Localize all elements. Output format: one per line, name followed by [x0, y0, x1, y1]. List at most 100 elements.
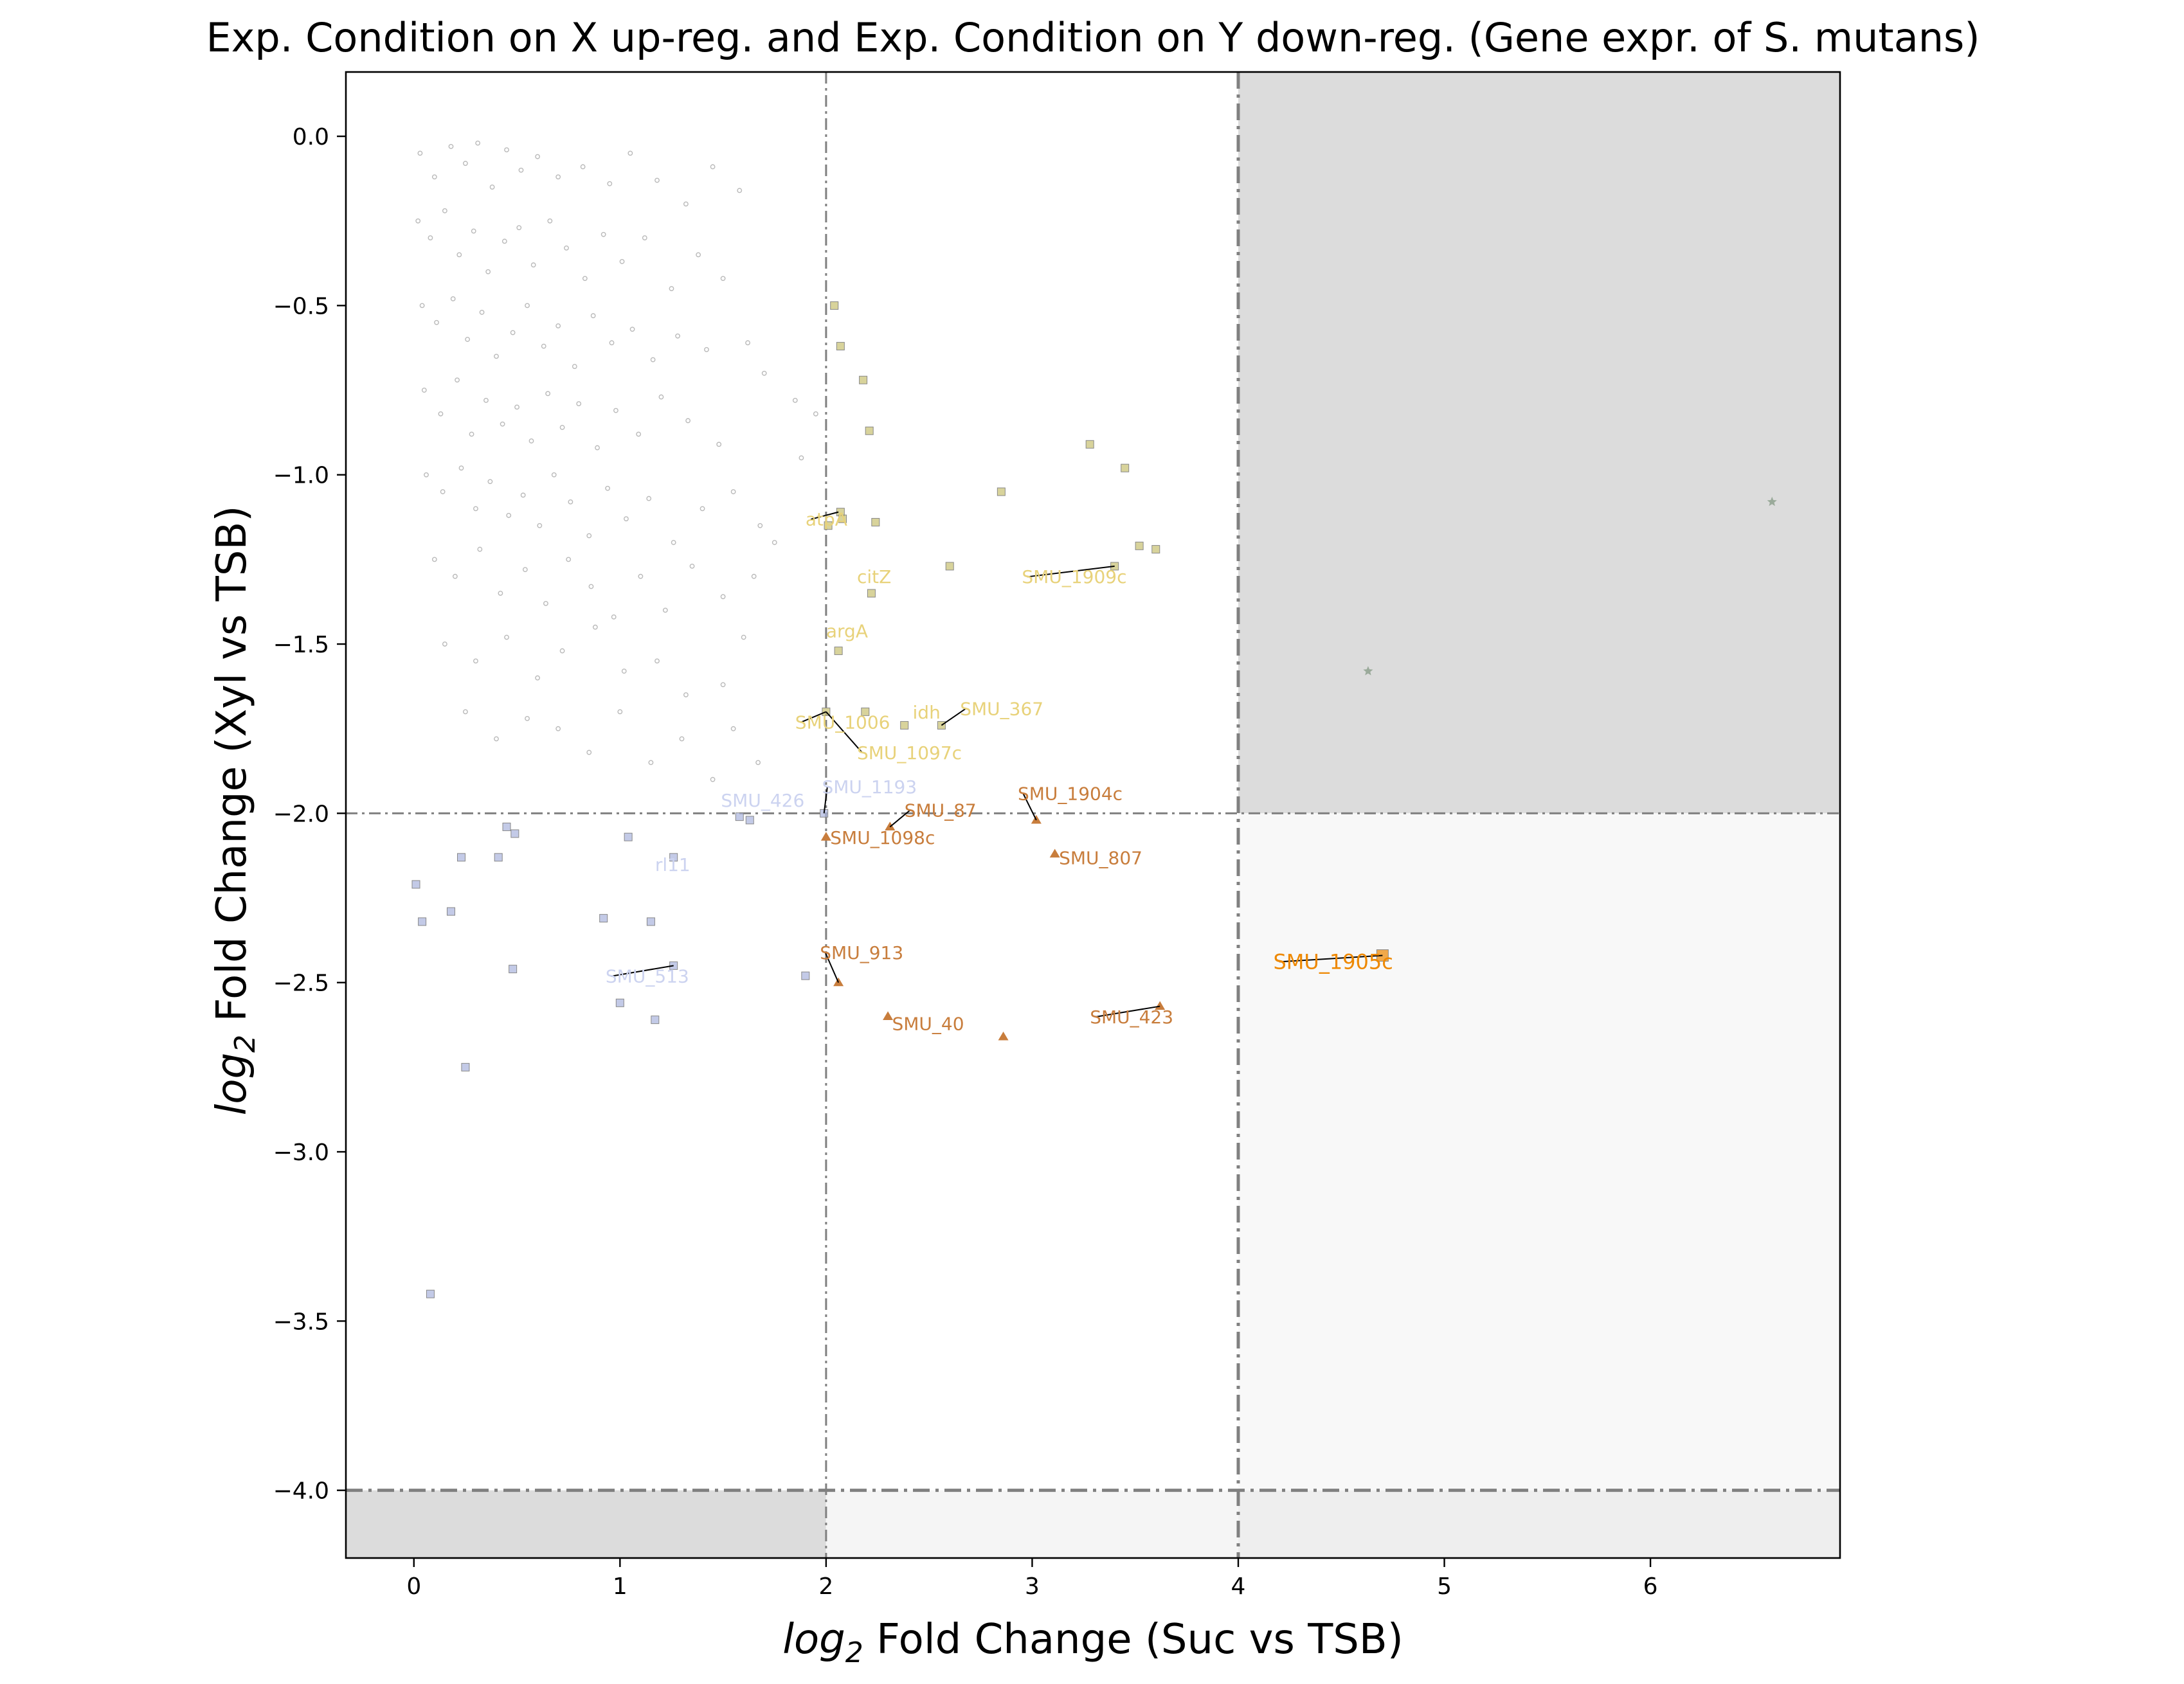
point-s0-4 — [475, 140, 481, 146]
point-s1-13 — [646, 917, 655, 926]
point-s0-76 — [473, 506, 478, 512]
point-s0-42 — [525, 303, 530, 309]
annotation-label-4: idh — [913, 702, 941, 723]
point-s0-67 — [658, 394, 664, 400]
point-s0-96 — [522, 567, 528, 573]
point-s2-1 — [836, 342, 845, 351]
y-axis-ticks: 0.0 −0.5 −1.0 −1.5 −2.0 −2.5 −3.0 −3.5 −4.0 — [273, 124, 346, 1505]
x-tick-label-2: 2 — [818, 1573, 833, 1600]
point-s0-94 — [477, 546, 483, 552]
annotation-label-17: SMU_40 — [892, 1013, 964, 1034]
annotation-leader-9 — [823, 786, 828, 814]
y-axis-label: log2 Fold Change (Xyl vs TSB) — [208, 506, 262, 1116]
point-s0-38 — [465, 337, 471, 342]
point-s0-109 — [504, 634, 509, 640]
annotation-label-6: SMU_1006 — [795, 712, 890, 733]
point-s0-103 — [689, 564, 695, 569]
point-s0-16 — [737, 188, 743, 193]
point-s0-65 — [613, 408, 618, 413]
point-s0-7 — [518, 167, 524, 173]
annotation-leader-19 — [1279, 954, 1383, 963]
point-s2-13 — [1121, 463, 1130, 472]
point-s1-8 — [509, 965, 518, 974]
point-s0-123 — [617, 709, 623, 715]
point-s0-104 — [720, 594, 726, 600]
point-s0-10 — [580, 164, 586, 170]
point-s0-120 — [525, 716, 530, 721]
point-s0-85 — [624, 516, 629, 522]
y-axis-label-text: Fold Change (Xyl vs TSB) — [208, 506, 256, 1035]
point-s0-99 — [588, 584, 594, 589]
y-tick-label-4: −2.0 — [273, 801, 329, 827]
point-s0-9 — [555, 174, 561, 180]
point-s0-25 — [530, 262, 536, 268]
point-s0-23 — [501, 238, 507, 244]
annotation-label-3: argA — [826, 621, 868, 642]
point-s0-30 — [619, 259, 625, 264]
x-axis-label-math: log — [782, 1616, 845, 1663]
point-s0-29 — [600, 231, 606, 237]
point-s0-93 — [452, 573, 458, 579]
point-s0-13 — [654, 177, 660, 183]
point-s2-6 — [824, 521, 833, 530]
y-axis-label-math: log — [208, 1053, 256, 1116]
point-s0-21 — [471, 228, 476, 234]
annotation-leader-2 — [1027, 565, 1115, 578]
point-s0-20 — [456, 252, 462, 258]
point-s0-61 — [545, 391, 551, 397]
point-s0-89 — [730, 489, 736, 494]
point-s0-128 — [755, 760, 761, 766]
point-s1-7 — [510, 829, 519, 838]
point-s0-106 — [772, 540, 777, 545]
point-s1-1 — [418, 917, 427, 926]
point-s0-79 — [520, 492, 526, 498]
point-s1-18 — [745, 816, 754, 825]
y-tick-label-6: −3.0 — [273, 1140, 329, 1166]
point-s0-18 — [428, 235, 433, 240]
point-s1-9 — [426, 1289, 435, 1298]
point-s0-28 — [582, 276, 588, 282]
x-axis-label-sub: 2 — [845, 1636, 863, 1669]
point-s0-92 — [431, 557, 437, 562]
annotation-label-7: SMU_1097c — [857, 742, 962, 764]
annotation-label-9: SMU_1193 — [822, 776, 917, 798]
annotation-leader-6 — [800, 711, 827, 723]
point-s0-66 — [636, 431, 642, 437]
point-s2-10 — [945, 562, 954, 571]
point-s0-111 — [559, 648, 565, 654]
point-s0-48 — [629, 327, 635, 332]
y-tick-label-8: −4.0 — [273, 1478, 329, 1505]
point-s0-3 — [463, 161, 468, 166]
point-s0-75 — [458, 465, 464, 471]
annotation-label-1: citZ — [857, 566, 891, 587]
point-s0-0 — [417, 150, 423, 156]
point-s0-72 — [813, 411, 818, 417]
x-tick-label-6: 6 — [1643, 1573, 1658, 1600]
point-s0-55 — [455, 377, 460, 383]
point-s0-46 — [590, 313, 596, 319]
point-s0-45 — [572, 364, 577, 370]
point-s0-78 — [506, 513, 512, 518]
point-s0-26 — [547, 218, 553, 224]
annotation-leader-lines — [611, 511, 1383, 1018]
point-s0-68 — [685, 418, 691, 424]
point-s0-126 — [710, 776, 716, 782]
y-tick-label-1: −0.5 — [273, 293, 329, 319]
point-s0-5 — [489, 184, 495, 190]
point-s0-52 — [745, 340, 750, 346]
point-s0-122 — [586, 749, 592, 755]
annotation-leader-16 — [824, 952, 840, 983]
point-s0-24 — [516, 225, 522, 231]
point-s0-98 — [566, 557, 572, 562]
annotation-leader-5 — [941, 708, 966, 726]
shaded-region-3 — [1238, 1490, 1840, 1558]
point-s0-107 — [442, 641, 447, 647]
point-s0-105 — [751, 573, 757, 579]
point-s0-84 — [605, 485, 611, 491]
point-s0-87 — [671, 540, 676, 545]
annotations: atpA citZ SMU_1909c argA idh SMU_367 SMU_1006 S… — [606, 509, 1393, 1035]
point-s5-1 — [1767, 496, 1777, 506]
point-s0-112 — [592, 624, 598, 630]
point-s2-9 — [834, 647, 843, 656]
